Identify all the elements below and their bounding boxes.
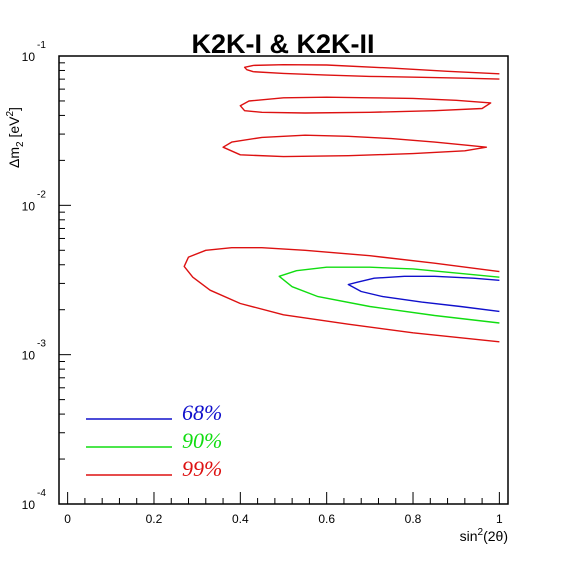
- series-90-percent: [278, 266, 500, 324]
- contour-90-percent-0: [278, 266, 500, 324]
- chart-title: K2K-I & K2K-II: [191, 29, 374, 59]
- contour-99-percent-3: [243, 63, 500, 80]
- contour-99-percent-0: [183, 246, 500, 343]
- legend-item-90-percent: 90%: [86, 428, 222, 453]
- svg-text:-2: -2: [37, 189, 46, 200]
- contour-99-percent-1: [222, 134, 488, 158]
- y-tick-label: 10-4: [22, 488, 47, 512]
- svg-text:10: 10: [22, 498, 36, 512]
- x-tick-label: 0.8: [405, 512, 422, 526]
- legend: 68% 90% 99%: [86, 400, 222, 481]
- legend-label: 68%: [182, 400, 222, 425]
- svg-text:10: 10: [22, 199, 36, 213]
- tick-layer: 0 0.2 0.4 0.6 0.8 110-110-210-310-4: [22, 40, 503, 526]
- legend-label: 99%: [182, 456, 222, 481]
- legend-label: 90%: [182, 428, 222, 453]
- x-axis-label: sin2(2θ): [460, 527, 508, 544]
- x-tick-label: 1: [496, 512, 503, 526]
- svg-text:-4: -4: [37, 488, 46, 499]
- svg-text:10: 10: [22, 349, 36, 363]
- x-tick-label: 0: [64, 512, 71, 526]
- y-tick-label: 10-1: [22, 40, 47, 64]
- svg-text:-1: -1: [37, 40, 46, 51]
- legend-item-99-percent: 99%: [86, 456, 222, 481]
- x-tick-label: 0.2: [146, 512, 163, 526]
- svg-text:-3: -3: [37, 339, 46, 350]
- x-tick-label: 0.6: [318, 512, 335, 526]
- contour-99-percent-2: [239, 96, 492, 114]
- legend-item-68-percent: 68%: [86, 400, 222, 425]
- y-tick-label: 10-2: [22, 189, 47, 213]
- y-axis-label: Δm2 [eV2]: [5, 107, 26, 168]
- svg-text:10: 10: [22, 50, 36, 64]
- x-tick-label: 0.4: [232, 512, 249, 526]
- contour-68-percent-0: [347, 275, 500, 313]
- series-layer: [183, 63, 500, 343]
- plot-frame: [58, 55, 509, 505]
- y-tick-label: 10-3: [22, 339, 47, 363]
- series-68-percent: [347, 275, 500, 313]
- series-99-percent: [183, 63, 500, 343]
